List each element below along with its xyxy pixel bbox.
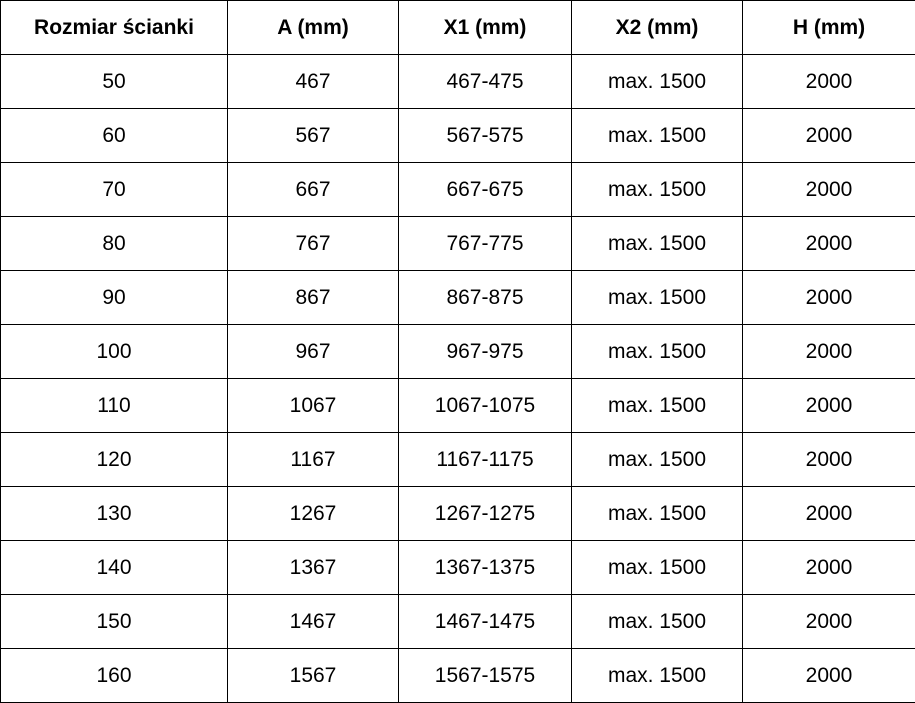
- table-cell: max. 1500: [571, 162, 743, 217]
- column-header: H (mm): [742, 0, 915, 55]
- table-row: 90 867 867-875 max. 1500 2000: [0, 270, 915, 325]
- table-cell: 1167-1175: [398, 432, 572, 487]
- table-cell: 160: [0, 648, 228, 703]
- table-cell: 50: [0, 54, 228, 109]
- table-row: 150 1467 1467-1475 max. 1500 2000: [0, 594, 915, 649]
- table-cell: 767: [227, 216, 399, 271]
- table-cell: 2000: [742, 486, 915, 541]
- table-cell: max. 1500: [571, 540, 743, 595]
- table-row: 100 967 967-975 max. 1500 2000: [0, 324, 915, 379]
- table-row: 110 1067 1067-1075 max. 1500 2000: [0, 378, 915, 433]
- table-cell: 467: [227, 54, 399, 109]
- table-cell: max. 1500: [571, 594, 743, 649]
- table-cell: 2000: [742, 540, 915, 595]
- table-cell: 567-575: [398, 108, 572, 163]
- table-row: 50 467 467-475 max. 1500 2000: [0, 54, 915, 109]
- table-cell: 2000: [742, 270, 915, 325]
- column-header: A (mm): [227, 0, 399, 55]
- column-header: Rozmiar ścianki: [0, 0, 228, 55]
- table-cell: 150: [0, 594, 228, 649]
- column-header: X1 (mm): [398, 0, 572, 55]
- table-cell: 1067-1075: [398, 378, 572, 433]
- table-cell: 1267-1275: [398, 486, 572, 541]
- table-cell: 2000: [742, 216, 915, 271]
- table-row: 160 1567 1567-1575 max. 1500 2000: [0, 648, 915, 703]
- table-cell: max. 1500: [571, 378, 743, 433]
- table-cell: 1367-1375: [398, 540, 572, 595]
- table-row: 140 1367 1367-1375 max. 1500 2000: [0, 540, 915, 595]
- table-cell: 80: [0, 216, 228, 271]
- table-row: 120 1167 1167-1175 max. 1500 2000: [0, 432, 915, 487]
- table-cell: 110: [0, 378, 228, 433]
- table-cell: 140: [0, 540, 228, 595]
- table-cell: 2000: [742, 108, 915, 163]
- table-cell: 2000: [742, 432, 915, 487]
- table-cell: 567: [227, 108, 399, 163]
- header-row: Rozmiar ścianki A (mm) X1 (mm) X2 (mm) H (mm…: [0, 0, 915, 55]
- table-cell: max. 1500: [571, 486, 743, 541]
- table-cell: 1567: [227, 648, 399, 703]
- table-cell: max. 1500: [571, 324, 743, 379]
- table-cell: 70: [0, 162, 228, 217]
- table-cell: 1467: [227, 594, 399, 649]
- table-cell: max. 1500: [571, 432, 743, 487]
- table-cell: 2000: [742, 54, 915, 109]
- table-cell: 1467-1475: [398, 594, 572, 649]
- table-row: 70 667 667-675 max. 1500 2000: [0, 162, 915, 217]
- table-cell: 2000: [742, 594, 915, 649]
- table-row: 130 1267 1267-1275 max. 1500 2000: [0, 486, 915, 541]
- table-cell: 1567-1575: [398, 648, 572, 703]
- table-cell: max. 1500: [571, 216, 743, 271]
- table-row: 80 767 767-775 max. 1500 2000: [0, 216, 915, 271]
- table-cell: max. 1500: [571, 648, 743, 703]
- table-cell: 1167: [227, 432, 399, 487]
- table-cell: 967-975: [398, 324, 572, 379]
- table-cell: 667: [227, 162, 399, 217]
- table-cell: 2000: [742, 324, 915, 379]
- table-cell: 967: [227, 324, 399, 379]
- table-row: 60 567 567-575 max. 1500 2000: [0, 108, 915, 163]
- table-cell: 1067: [227, 378, 399, 433]
- table-cell: 667-675: [398, 162, 572, 217]
- table-cell: 467-475: [398, 54, 572, 109]
- table-cell: 2000: [742, 648, 915, 703]
- table-cell: 1267: [227, 486, 399, 541]
- table-cell: 867-875: [398, 270, 572, 325]
- table-cell: 867: [227, 270, 399, 325]
- table-cell: 2000: [742, 162, 915, 217]
- table-cell: 100: [0, 324, 228, 379]
- table-cell: 767-775: [398, 216, 572, 271]
- table-cell: 1367: [227, 540, 399, 595]
- column-header: X2 (mm): [571, 0, 743, 55]
- table-cell: max. 1500: [571, 54, 743, 109]
- table-cell: 90: [0, 270, 228, 325]
- table-cell: 2000: [742, 378, 915, 433]
- table-cell: max. 1500: [571, 108, 743, 163]
- table-cell: 130: [0, 486, 228, 541]
- table-cell: 60: [0, 108, 228, 163]
- table-cell: 120: [0, 432, 228, 487]
- table-cell: max. 1500: [571, 270, 743, 325]
